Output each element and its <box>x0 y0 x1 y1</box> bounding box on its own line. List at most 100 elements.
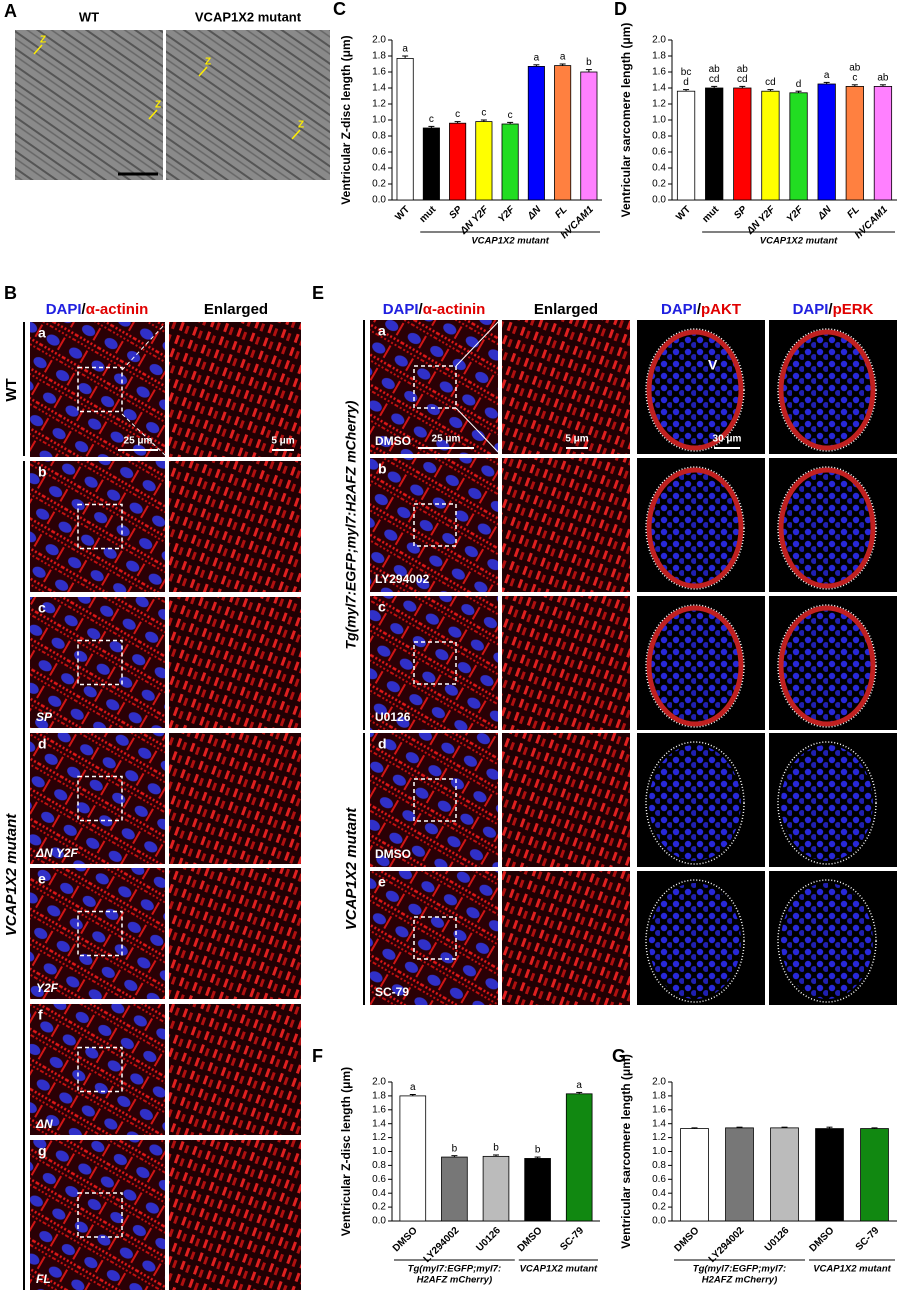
y-tick-label: 0.8 <box>652 1160 666 1171</box>
roi-box <box>413 778 457 822</box>
y-tick-label: 1.0 <box>372 1146 386 1157</box>
scale-label: 5 μm <box>565 434 588 445</box>
x-tick-label: mut <box>418 204 439 225</box>
row-tag: DMSO <box>375 434 411 448</box>
roi-box <box>413 916 457 960</box>
heart-image <box>646 467 744 589</box>
significance-letter: a <box>410 1082 416 1093</box>
y-tick-label: 2.0 <box>652 35 666 46</box>
y-tick-label: 1.8 <box>652 1091 666 1102</box>
micrograph <box>370 596 498 730</box>
y-tick-label: 1.8 <box>652 51 666 62</box>
x-tick-label: LY294002 <box>707 1225 747 1265</box>
micrograph-enlarged <box>502 733 630 867</box>
y-tick-label: 0.8 <box>652 131 666 142</box>
header-part: / <box>828 301 833 318</box>
x-tick-label: Y2F <box>496 204 517 225</box>
y-tick-label: 1.6 <box>652 67 666 78</box>
heart-image <box>778 329 876 451</box>
heart-outline <box>645 328 745 452</box>
micrograph <box>30 597 165 728</box>
y-tick-label: 1.6 <box>652 1104 666 1115</box>
micrograph <box>30 461 165 592</box>
row-letter: b <box>378 461 387 477</box>
z-arrow <box>291 129 301 140</box>
row-tag: LY294002 <box>375 572 430 586</box>
bar <box>705 87 724 201</box>
roi-box <box>77 639 123 686</box>
panel-letter: G <box>612 1046 626 1066</box>
micrograph <box>370 733 498 867</box>
heart-outline <box>777 879 877 1003</box>
micrograph <box>30 1140 165 1290</box>
row-tag: SC-79 <box>375 985 409 999</box>
y-axis-label: Ventricular Z-disc length (μm) <box>339 1067 353 1236</box>
y-tick-label: 0.4 <box>652 1188 666 1199</box>
roi-box <box>77 775 123 822</box>
micrograph <box>370 871 498 1005</box>
y-tick-label: 1.2 <box>372 1132 386 1143</box>
bar <box>733 87 752 201</box>
significance-letter: c <box>852 72 857 83</box>
significance-letter: bc <box>681 67 692 78</box>
significance-letter: d <box>683 77 689 88</box>
significance-letter: c <box>455 109 460 120</box>
heart-image <box>649 883 741 999</box>
bar <box>422 127 440 201</box>
header-part: pERK <box>833 301 874 318</box>
heart-outline <box>645 466 745 590</box>
z-mark: Z <box>205 57 211 68</box>
y-tick-label: 0.8 <box>372 131 386 142</box>
bar <box>449 122 467 201</box>
micrograph-enlarged <box>502 871 630 1005</box>
bar <box>676 90 696 201</box>
row-letter: g <box>38 1143 47 1159</box>
y-tick-label: 0.2 <box>652 1202 666 1213</box>
row-letter: a <box>378 323 386 339</box>
group-label: VCAP1X2 mutant <box>343 807 360 931</box>
group-label: VCAP1X2 mutant <box>813 1264 891 1275</box>
significance-letter: ab <box>709 64 721 75</box>
significance-letter: c <box>429 114 434 125</box>
group-label: VCAP1X2 mutant <box>471 236 549 247</box>
bar <box>761 90 780 201</box>
roi-box <box>77 366 123 413</box>
panel-letter: C <box>333 0 346 19</box>
x-tick-label: DMSO <box>672 1225 701 1254</box>
micrograph <box>30 1004 165 1135</box>
y-tick-label: 1.4 <box>372 83 386 94</box>
heart-outline <box>777 741 877 865</box>
ventricle-label: V <box>708 357 718 373</box>
bar <box>789 92 808 201</box>
row-tag: ΔN Y2F <box>35 846 79 860</box>
z-arrow <box>198 66 208 77</box>
significance-letter: ab <box>737 64 749 75</box>
scale-label: 25 μm <box>124 436 153 447</box>
significance-letter: a <box>534 52 540 63</box>
significance-letter: b <box>535 1145 541 1156</box>
bar <box>565 1093 593 1222</box>
header-part: DAPI <box>46 301 82 318</box>
header-part: / <box>697 301 702 318</box>
y-tick-label: 0.2 <box>652 179 666 190</box>
bar <box>527 66 545 201</box>
row-letter: c <box>378 599 386 615</box>
zoom-line <box>121 413 167 457</box>
y-tick-label: 0.8 <box>372 1160 386 1171</box>
row-tag: SP <box>36 710 53 724</box>
group-label: VCAP1X2 mutant <box>760 236 838 247</box>
bar <box>817 83 836 201</box>
row-tag: ΔN <box>35 1117 53 1131</box>
zoom-line <box>455 407 500 454</box>
z-mark: Z <box>155 100 161 111</box>
micrograph-enlarged <box>169 322 301 457</box>
significance-letter: cd <box>709 74 720 85</box>
micrograph <box>370 458 498 592</box>
heart-image <box>646 329 744 451</box>
z-mark: Z <box>298 120 304 131</box>
row-tag: Y2F <box>36 981 59 995</box>
x-tick-label: SP <box>732 204 749 221</box>
y-tick-label: 2.0 <box>372 35 386 46</box>
roi-box <box>77 910 123 957</box>
bar <box>680 1128 709 1222</box>
